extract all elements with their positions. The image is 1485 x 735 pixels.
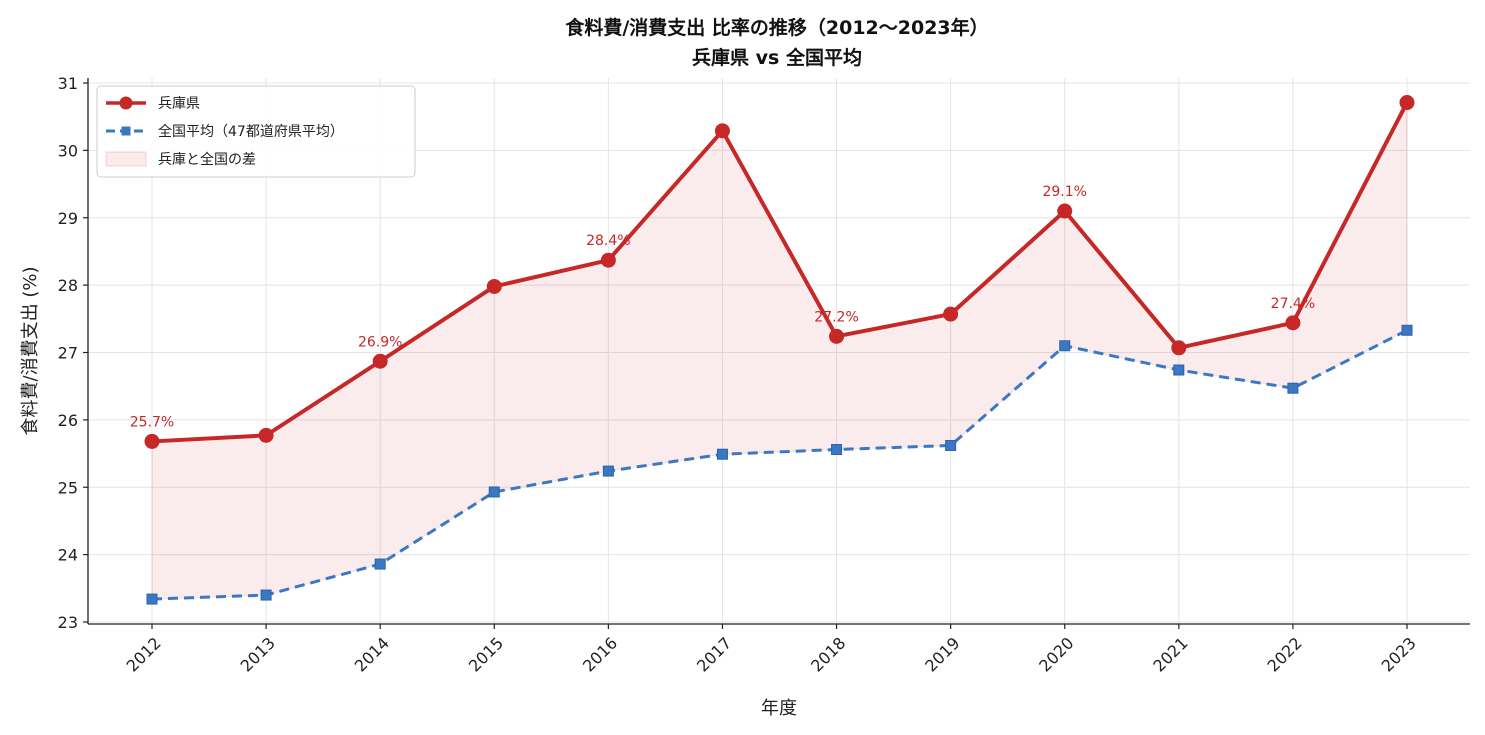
x-tick-label: 2020 <box>1035 633 1077 675</box>
y-tick-label: 26 <box>58 411 78 430</box>
data-label: 25.7% <box>130 414 174 430</box>
chart-title: 食料費/消費支出 比率の推移（2012〜2023年） <box>565 16 988 39</box>
data-label: 29.1% <box>1042 184 1086 200</box>
y-tick-label: 23 <box>58 613 78 632</box>
point-national <box>716 448 728 460</box>
data-label: 28.4% <box>586 233 630 249</box>
series-national <box>146 324 1413 605</box>
point-national <box>1173 364 1185 376</box>
point-hyogo <box>486 278 502 294</box>
x-tick-label: 2015 <box>465 633 507 675</box>
point-national <box>945 439 957 451</box>
data-label: 27.2% <box>814 309 858 325</box>
series-layer <box>144 95 1415 605</box>
point-national <box>488 486 500 498</box>
point-national <box>1287 382 1299 394</box>
legend-label-national: 全国平均（47都道府県平均） <box>158 123 344 140</box>
legend: 兵庫県 全国平均（47都道府県平均） 兵庫と全国の差 <box>96 85 416 178</box>
point-hyogo <box>258 427 274 443</box>
y-tick-label: 30 <box>58 141 78 160</box>
y-ticks: 23 24 25 26 27 28 29 30 31 <box>58 74 88 632</box>
legend-swatch-difference <box>105 151 147 167</box>
point-hyogo <box>144 433 160 449</box>
series-line-national <box>151 328 1408 601</box>
y-tick-label: 27 <box>58 344 78 363</box>
axes <box>87 78 1470 625</box>
y-tick-label: 25 <box>58 478 78 497</box>
legend-marker-hyogo <box>119 96 133 110</box>
x-tick-label: 2022 <box>1264 633 1306 675</box>
point-national <box>374 558 386 570</box>
point-national <box>1059 340 1071 352</box>
y-tick-label: 31 <box>58 74 78 93</box>
data-label: 26.9% <box>358 334 402 350</box>
x-tick-label: 2014 <box>351 633 393 675</box>
legend-marker-national <box>121 126 131 136</box>
x-ticks: 2012 2013 2014 2015 2016 2017 2018 2019 2020 2021… <box>123 624 1420 676</box>
legend-box <box>96 85 416 178</box>
legend-label-difference: 兵庫と全国の差 <box>158 151 256 168</box>
x-tick-label: 2019 <box>921 633 963 675</box>
x-tick-label: 2016 <box>579 633 621 675</box>
x-tick-label: 2023 <box>1378 633 1420 675</box>
point-national <box>1401 324 1413 336</box>
point-hyogo <box>1171 340 1187 356</box>
series-line-hyogo <box>151 101 1409 444</box>
point-national <box>831 444 843 456</box>
data-labels: 25.7% 26.9% 28.4% 27.2% 29.1% 27.4% <box>130 184 1315 430</box>
x-axis-label: 年度 <box>761 698 797 719</box>
y-tick-label: 24 <box>58 546 78 565</box>
x-tick-label: 2013 <box>237 633 279 675</box>
legend-label-hyogo: 兵庫県 <box>158 95 200 112</box>
point-national <box>146 593 158 605</box>
y-tick-label: 28 <box>58 276 78 295</box>
series-hyogo <box>144 95 1415 449</box>
point-hyogo <box>943 306 959 322</box>
chart-subtitle: 兵庫県 vs 全国平均 <box>692 46 862 69</box>
point-national <box>260 589 272 601</box>
x-tick-label: 2012 <box>123 633 165 675</box>
data-label: 27.4% <box>1271 296 1315 312</box>
x-tick-label: 2021 <box>1149 633 1191 675</box>
x-tick-label: 2018 <box>807 633 849 675</box>
point-hyogo <box>714 123 730 139</box>
point-hyogo <box>1285 315 1301 331</box>
point-hyogo <box>1399 95 1415 111</box>
point-hyogo <box>600 252 616 268</box>
point-hyogo <box>829 328 845 344</box>
y-tick-label: 29 <box>58 209 78 228</box>
x-tick-label: 2017 <box>693 633 735 675</box>
y-axis-label: 食料費/消費支出 (%) <box>20 267 41 436</box>
point-hyogo <box>372 353 388 369</box>
point-national <box>602 465 614 477</box>
point-hyogo <box>1057 203 1073 219</box>
